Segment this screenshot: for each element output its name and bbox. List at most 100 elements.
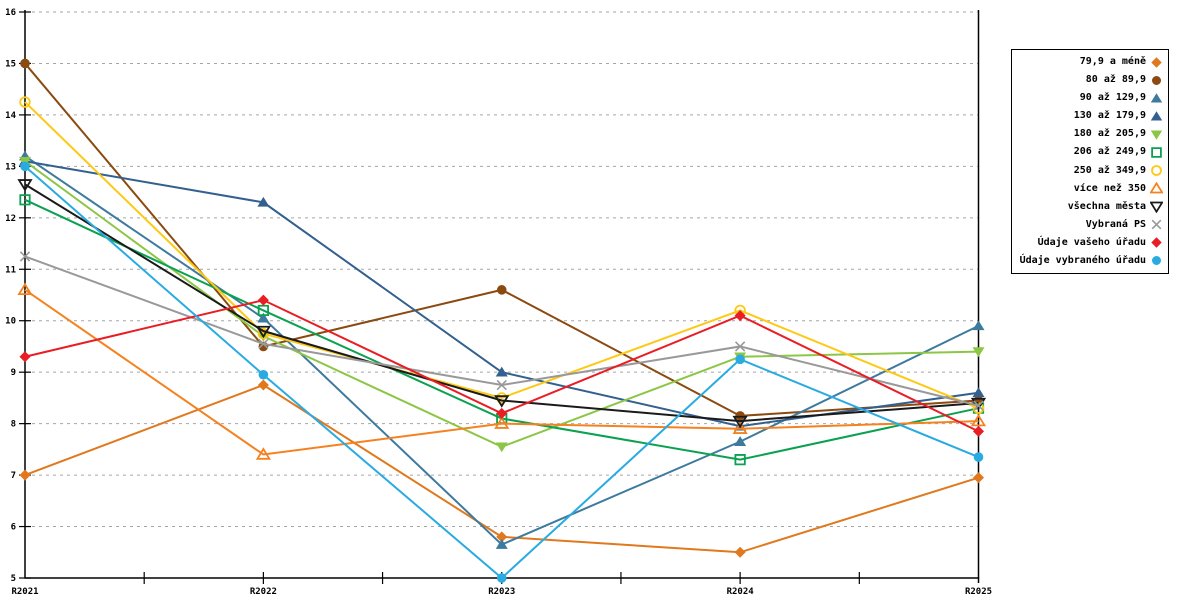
data-point-marker xyxy=(972,320,985,331)
legend-item: 79,9 a méně xyxy=(1017,56,1163,69)
data-point-marker xyxy=(17,179,33,192)
y-axis-tick-label: 12 xyxy=(5,214,16,224)
legend-item: 80 až 89,9 xyxy=(1017,74,1163,87)
data-point-marker xyxy=(255,447,271,460)
data-point-marker xyxy=(19,351,31,363)
series-line xyxy=(24,160,979,448)
circle-icon xyxy=(1151,165,1162,176)
data-point-marker xyxy=(258,338,269,350)
diamond-icon xyxy=(1151,56,1162,68)
y-axis-tick-label: 5 xyxy=(11,574,16,584)
legend-marker xyxy=(1151,237,1162,249)
data-point-marker xyxy=(496,407,508,419)
triangle-up-icon xyxy=(1150,182,1163,194)
data-point-marker xyxy=(494,416,510,429)
data-point-marker xyxy=(257,196,270,207)
series-80-a-89-9 xyxy=(20,58,984,421)
circle-icon xyxy=(1152,256,1161,266)
diamond-icon xyxy=(1151,237,1162,249)
y-axis-tick-label: 9 xyxy=(11,368,16,378)
legend-item: Údaje vybraného úřadu xyxy=(1017,254,1163,267)
legend-item: 206 až 249,9 xyxy=(1017,146,1163,159)
data-point-marker xyxy=(973,425,984,437)
series-line xyxy=(24,289,979,456)
square-icon xyxy=(1151,147,1162,158)
x-axis-tick-label: R2024 xyxy=(727,587,755,597)
legend-marker xyxy=(1150,111,1163,121)
data-point-marker xyxy=(735,354,745,365)
x-axis-tick-label: R2021 xyxy=(11,587,38,597)
legend-item-label: Vybraná PS xyxy=(1085,218,1146,230)
data-point-marker xyxy=(734,546,746,558)
legend-item: více než 350 xyxy=(1017,182,1163,195)
legend-item-label: Údaje vašeho úřadu xyxy=(1037,236,1146,248)
data-point-marker xyxy=(973,400,984,411)
data-point-marker xyxy=(20,58,30,69)
legend-marker xyxy=(1151,147,1162,158)
legend-item-label: 250 až 349,9 xyxy=(1073,164,1146,176)
data-point-marker xyxy=(970,413,987,427)
x-icon xyxy=(1151,219,1162,230)
legend-marker xyxy=(1151,219,1162,230)
series-line xyxy=(24,101,979,410)
legend-item: Vybraná PS xyxy=(1017,218,1163,231)
data-point-marker xyxy=(257,379,269,391)
data-point-marker xyxy=(734,436,747,446)
data-point-marker xyxy=(734,341,746,352)
legend-item: 180 až 205,9 xyxy=(1017,128,1163,141)
legend-item: Údaje vašeho úřadu xyxy=(1017,236,1163,249)
triangle-down-icon xyxy=(1150,130,1163,140)
series-250-a-349-9 xyxy=(19,96,985,414)
legend-marker xyxy=(1150,201,1163,214)
data-point-marker xyxy=(257,312,270,323)
legend-item-label: 130 až 179,9 xyxy=(1073,110,1146,122)
data-point-marker xyxy=(255,325,271,339)
data-point-marker xyxy=(973,452,984,462)
legend-item-label: Údaje vybraného úřadu xyxy=(1019,254,1146,266)
data-point-marker xyxy=(17,282,33,296)
series--daje-va-eho-adu xyxy=(19,294,984,437)
legend-item: 250 až 349,9 xyxy=(1017,164,1163,177)
data-point-marker xyxy=(732,415,748,429)
x-axis-tick-label: R2022 xyxy=(250,587,277,597)
y-axis-tick-label: 15 xyxy=(5,59,16,69)
legend-item-label: 206 až 249,9 xyxy=(1073,146,1146,158)
legend-item-label: 180 až 205,9 xyxy=(1073,128,1146,140)
y-axis-tick-label: 16 xyxy=(5,8,16,18)
data-point-marker xyxy=(734,454,746,466)
data-point-marker xyxy=(495,539,508,549)
data-point-marker xyxy=(972,387,985,398)
data-point-marker xyxy=(19,251,31,262)
y-axis-tick-label: 6 xyxy=(11,523,16,533)
data-point-marker xyxy=(257,304,269,317)
y-axis-tick-label: 7 xyxy=(11,471,16,481)
data-point-marker xyxy=(496,573,507,583)
data-point-marker xyxy=(495,366,508,377)
legend-item: 130 až 179,9 xyxy=(1017,110,1163,123)
series-v-echna-m-sta xyxy=(17,179,987,429)
data-point-marker xyxy=(972,347,985,358)
data-point-marker xyxy=(19,194,31,206)
legend-marker xyxy=(1152,256,1161,266)
data-point-marker xyxy=(496,285,507,295)
data-point-marker xyxy=(495,442,508,453)
data-point-marker xyxy=(732,421,748,434)
legend-marker xyxy=(1151,56,1162,68)
data-point-marker xyxy=(258,369,269,380)
legend-marker xyxy=(1150,182,1163,194)
triangle-up-icon xyxy=(1150,92,1163,103)
legend-marker xyxy=(1151,165,1162,176)
data-point-marker xyxy=(20,161,30,172)
triangle-up-icon xyxy=(1150,111,1163,121)
series-vybran-ps xyxy=(19,251,984,411)
data-point-marker xyxy=(494,395,510,408)
legend-item: všechna města xyxy=(1017,200,1163,214)
y-axis-tick-label: 11 xyxy=(5,265,16,275)
y-axis-tick-label: 8 xyxy=(11,420,16,430)
y-axis-tick-label: 10 xyxy=(5,317,16,327)
series-90-a-129-9 xyxy=(19,150,985,549)
circle-icon xyxy=(1152,75,1161,85)
legend-marker xyxy=(1152,75,1161,85)
data-point-marker xyxy=(496,531,508,543)
